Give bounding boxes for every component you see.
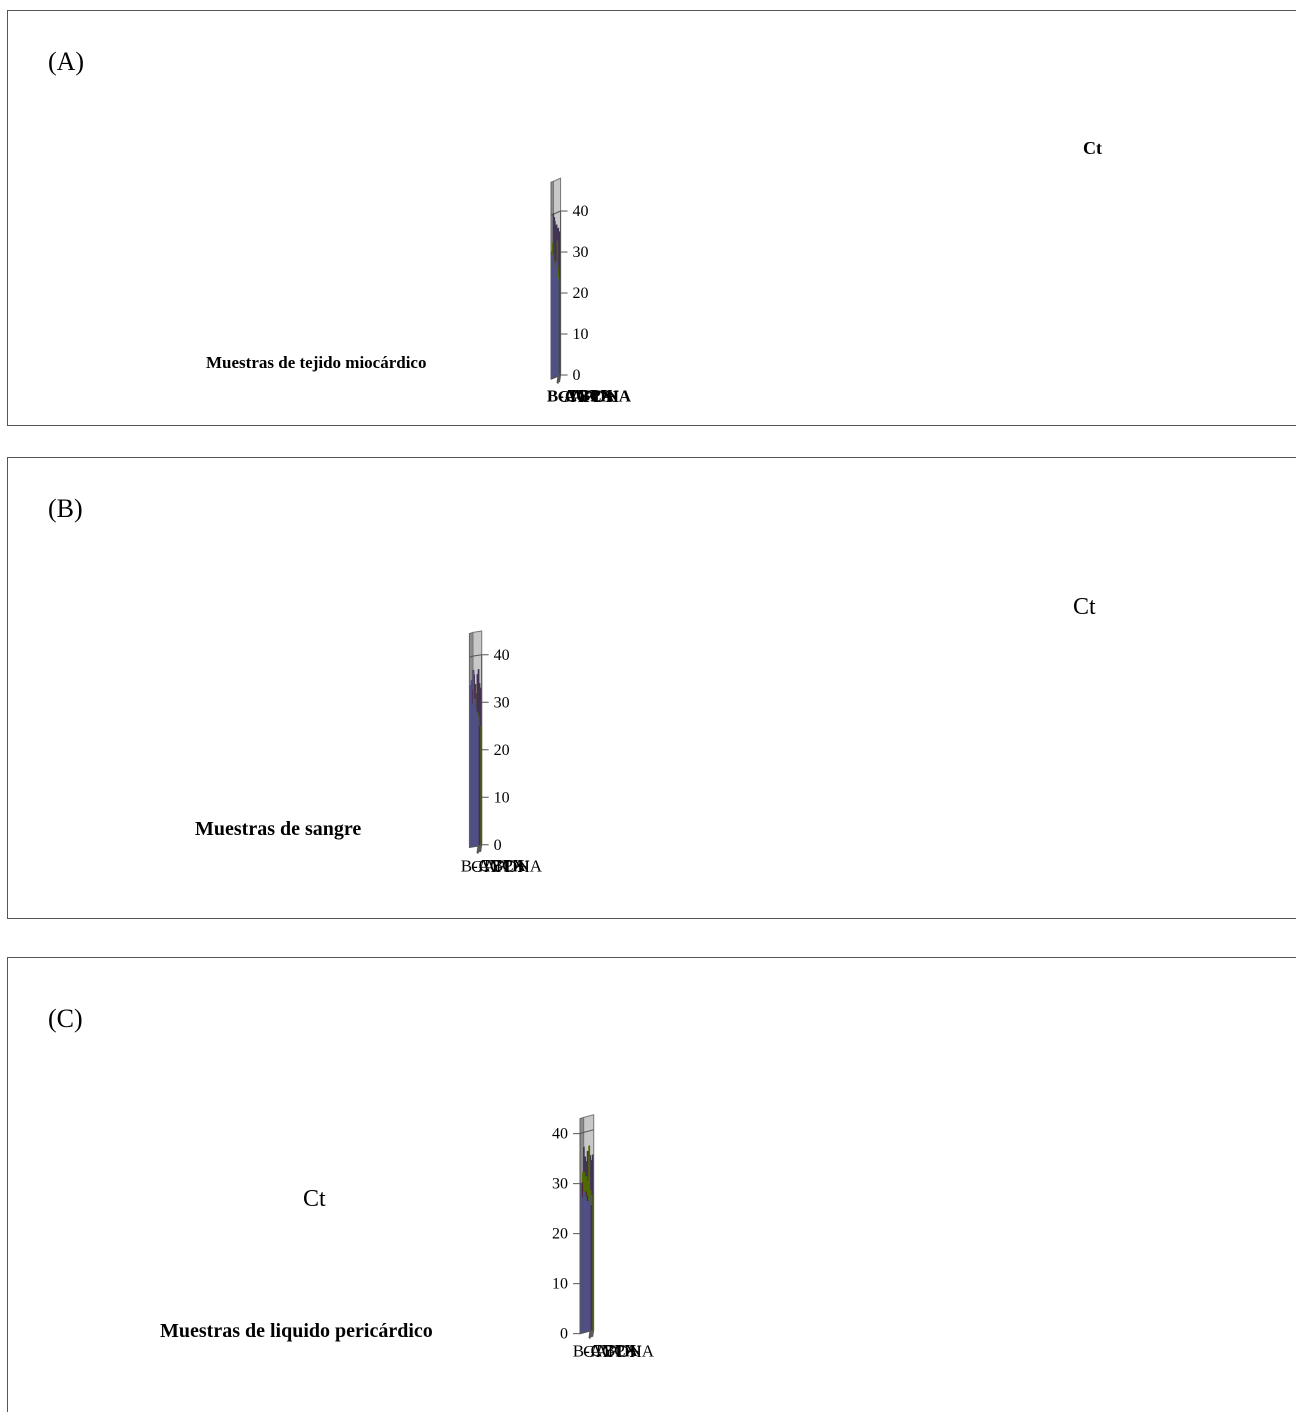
chart-c-tick-label: 20 — [552, 1226, 568, 1243]
chart-c-x-axis-title: Muestras de liquido pericárdico — [160, 1320, 433, 1342]
chart-b-x-axis-title: Muestras de sangre — [195, 818, 361, 840]
chart-a-tick-label: 20 — [573, 285, 589, 302]
chart-b-svg: 010203040CtGAPDHB-ACTINACYCATBPXMuestras… — [8, 458, 1296, 920]
chart-c-tick-label: 40 — [552, 1126, 568, 1143]
chart-b-tick-label: 20 — [494, 742, 510, 759]
chart-b-bar-gapdh-8 — [478, 718, 479, 846]
chart-a-x-axis-title: Muestras de tejido miocárdico — [206, 353, 426, 372]
chart-c-tick-label: 0 — [560, 1326, 568, 1343]
chart-c-bar-gapdh-7 — [588, 1201, 589, 1331]
chart-a-tick-label: 40 — [573, 203, 589, 220]
chart-b-series-label-tbpx: TBPX — [481, 856, 524, 875]
chart-a-tick-label: 10 — [573, 326, 589, 343]
chart-b-tick-label: 40 — [494, 647, 510, 664]
chart-a-bar-gapdh-21 — [558, 282, 559, 377]
chart-c-bar-gapdh-1 — [581, 1183, 582, 1333]
chart-b-tick-label: 10 — [494, 789, 510, 806]
chart-c-bar-gapdh-6 — [587, 1202, 588, 1332]
chart-a-tick-label: 0 — [573, 367, 581, 384]
chart-c-bar-gapdh-5 — [586, 1197, 587, 1332]
chart-c-bar-gapdh-2 — [582, 1198, 583, 1333]
chart-c-z-axis-title: Ct — [303, 1186, 326, 1212]
chart-c-svg: 010203040CtGAPDHB-ACTINACYCATBPXMuestras… — [8, 958, 1296, 1413]
chart-c-tick-label: 10 — [552, 1276, 568, 1293]
chart-c-tick-label: 30 — [552, 1176, 568, 1193]
chart-c-bar-gapdh-4 — [584, 1192, 585, 1332]
chart-b-tick-label: 0 — [494, 837, 502, 854]
chart-c-series-label-tbpx: TBPX — [593, 1341, 636, 1360]
chart-b-tick-label: 30 — [494, 694, 510, 711]
chart-b-z-axis-title: Ct — [1073, 594, 1096, 620]
chart-a-svg: 010203040CtGAPDHB-ACTINACYCATBPXMuestras… — [8, 11, 1296, 427]
chart-a-series-label-tbpx: TBPX — [568, 386, 614, 405]
chart-c-bar-gapdh-8 — [589, 1196, 590, 1331]
chart-c-bar-gapdh-3 — [583, 1193, 584, 1333]
chart-a-z-axis-title: Ct — [1083, 138, 1102, 158]
chart-a-tick-label: 30 — [573, 244, 589, 261]
